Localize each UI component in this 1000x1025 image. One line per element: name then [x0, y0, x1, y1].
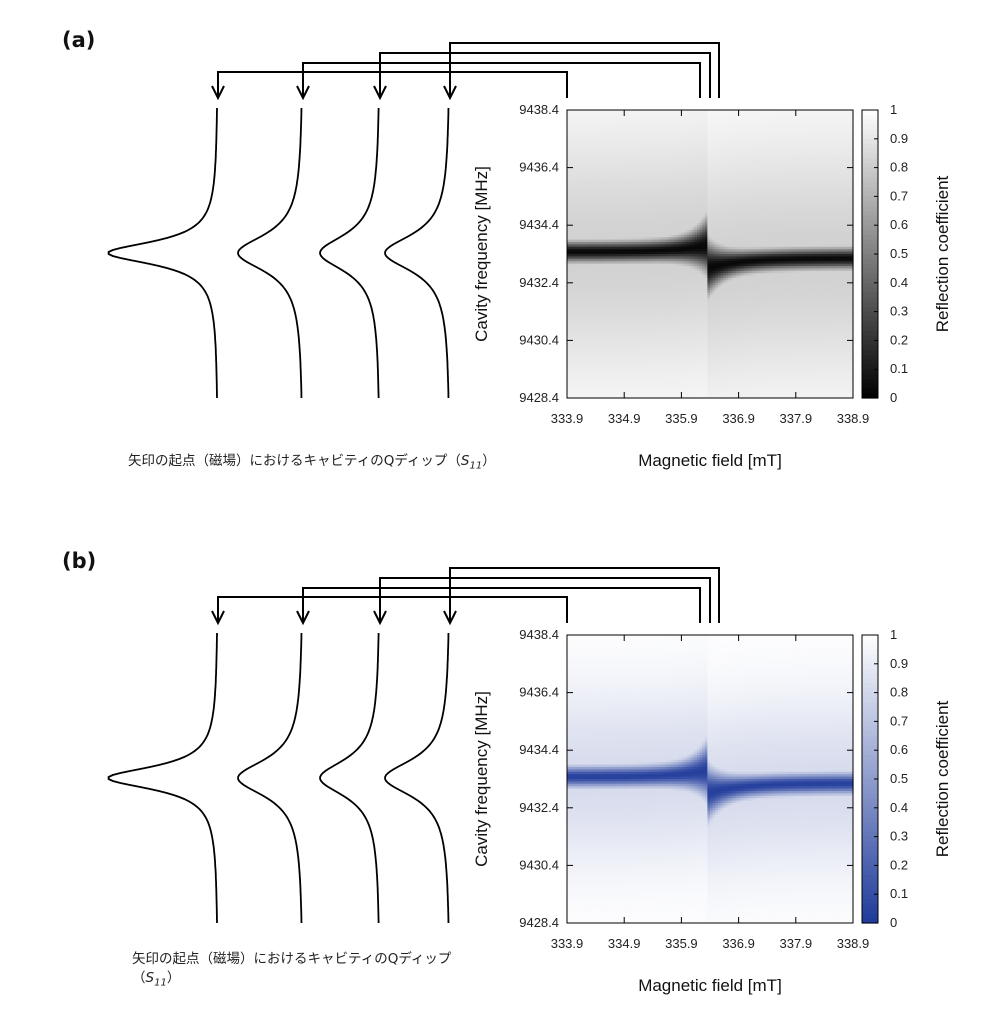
- caption-suffix: ）: [482, 453, 496, 469]
- x-tick-label: 333.9: [551, 936, 584, 951]
- heatmap: [567, 110, 854, 399]
- q-dip-curve: [320, 108, 379, 398]
- y-tick-label: 9434.4: [519, 742, 559, 757]
- colorbar-tick-label: 0.2: [890, 857, 908, 872]
- field-arrow: [380, 53, 710, 98]
- y-tick-label: 9436.4: [519, 160, 559, 175]
- y-tick-label: 9438.4: [519, 627, 559, 642]
- x-tick-label: 334.9: [608, 411, 641, 426]
- heatmap: [567, 635, 854, 924]
- caption-sub: 11: [154, 978, 167, 989]
- field-arrow: [380, 578, 710, 623]
- colorbar-tick-label: 1: [890, 627, 897, 642]
- colorbar-tick-label: 0.1: [890, 886, 908, 901]
- caption-text: 矢印の起点（磁場）におけるキャビティのQディップ: [132, 951, 451, 967]
- y-tick-label: 9436.4: [519, 685, 559, 700]
- q-dip-curve: [320, 633, 379, 923]
- colorbar-title: Reflection coefficient: [933, 700, 952, 857]
- x-axis-title: Magnetic field [mT]: [638, 976, 782, 995]
- x-tick-label: 336.9: [722, 936, 755, 951]
- q-dip-curve: [385, 633, 448, 923]
- q-dip-curve: [109, 633, 217, 923]
- caption-symbol: S11: [461, 453, 482, 469]
- colorbar-tick-label: 0.6: [890, 742, 908, 757]
- colorbar-tick-label: 0.8: [890, 685, 908, 700]
- x-axis-title: Magnetic field [mT]: [638, 451, 782, 470]
- q-dip-curve: [109, 108, 217, 398]
- x-tick-label: 336.9: [722, 411, 755, 426]
- colorbar-tick-label: 0.3: [890, 829, 908, 844]
- caption-text: 矢印の起点（磁場）におけるキャビティのQディップ（: [128, 453, 461, 469]
- panel-a-figure: 333.9 334.9 335.9 336.9 337.9 338.9 9428.4 9430…: [0, 0, 1000, 500]
- q-dip-curve: [385, 108, 448, 398]
- colorbar-tick-label: 0.3: [890, 304, 908, 319]
- y-tick-label: 9430.4: [519, 332, 559, 347]
- colorbar-tick-label: 0.7: [890, 188, 908, 203]
- colorbar-tick-label: 0.6: [890, 217, 908, 232]
- x-tick-label: 335.9: [665, 936, 698, 951]
- colorbar-tick-label: 0.9: [890, 131, 908, 146]
- y-axis-title: Cavity frequency [MHz]: [472, 691, 491, 867]
- x-tick-label: 333.9: [551, 411, 584, 426]
- x-tick-label: 337.9: [780, 936, 813, 951]
- colorbar-tick-label: 0.5: [890, 771, 908, 786]
- colorbar-tick-label: 0.8: [890, 160, 908, 175]
- colorbar-tick-label: 0.7: [890, 713, 908, 728]
- q-dip-curve: [238, 633, 301, 923]
- q-dip-curve: [238, 108, 301, 398]
- caption-sub: 11: [469, 461, 482, 472]
- colorbar-tick-label: 0.9: [890, 656, 908, 671]
- colorbar-tick-label: 0.1: [890, 361, 908, 376]
- field-arrow: [303, 588, 700, 623]
- field-arrow: [218, 72, 567, 98]
- field-arrow: [218, 597, 567, 623]
- y-tick-label: 9434.4: [519, 217, 559, 232]
- colorbar-tick-label: 0.4: [890, 275, 908, 290]
- x-tick-label: 335.9: [665, 411, 698, 426]
- y-tick-label: 9432.4: [519, 800, 559, 815]
- y-tick-label: 9430.4: [519, 857, 559, 872]
- field-arrow: [303, 63, 700, 98]
- x-tick-label: 338.9: [837, 936, 870, 951]
- colorbar-tick-label: 0: [890, 390, 897, 405]
- colorbar-tick-label: 0.5: [890, 246, 908, 261]
- y-tick-label: 9432.4: [519, 275, 559, 290]
- field-arrow: [450, 43, 719, 98]
- y-tick-label: 9428.4: [519, 915, 559, 930]
- caption-suffix: ）: [167, 970, 181, 986]
- colorbar-tick-label: 0.4: [890, 800, 908, 815]
- colorbar-tick-label: 0: [890, 915, 897, 930]
- caption-sym: S: [146, 970, 155, 986]
- caption-open: （: [132, 970, 146, 986]
- field-arrow: [450, 568, 719, 623]
- colorbar-title: Reflection coefficient: [933, 175, 952, 332]
- dip-caption: 矢印の起点（磁場）におけるキャビティのQディップ（S11）: [128, 452, 496, 476]
- y-axis-title: Cavity frequency [MHz]: [472, 166, 491, 342]
- y-tick-label: 9438.4: [519, 102, 559, 117]
- x-tick-label: 337.9: [780, 411, 813, 426]
- dip-caption: 矢印の起点（磁場）におけるキャビティのQディップ （S11）: [132, 950, 502, 993]
- x-tick-label: 334.9: [608, 936, 641, 951]
- caption-symbol: S11: [146, 970, 167, 986]
- colorbar-tick-label: 0.2: [890, 332, 908, 347]
- y-tick-label: 9428.4: [519, 390, 559, 405]
- panel-b-figure: 333.9 334.9 335.9 336.9 337.9 338.9 9428.4 9430…: [0, 525, 1000, 1015]
- x-tick-label: 338.9: [837, 411, 870, 426]
- colorbar-tick-label: 1: [890, 102, 897, 117]
